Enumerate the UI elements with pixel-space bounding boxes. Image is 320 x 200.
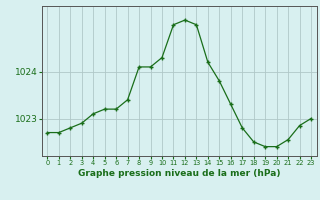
X-axis label: Graphe pression niveau de la mer (hPa): Graphe pression niveau de la mer (hPa)	[78, 169, 280, 178]
